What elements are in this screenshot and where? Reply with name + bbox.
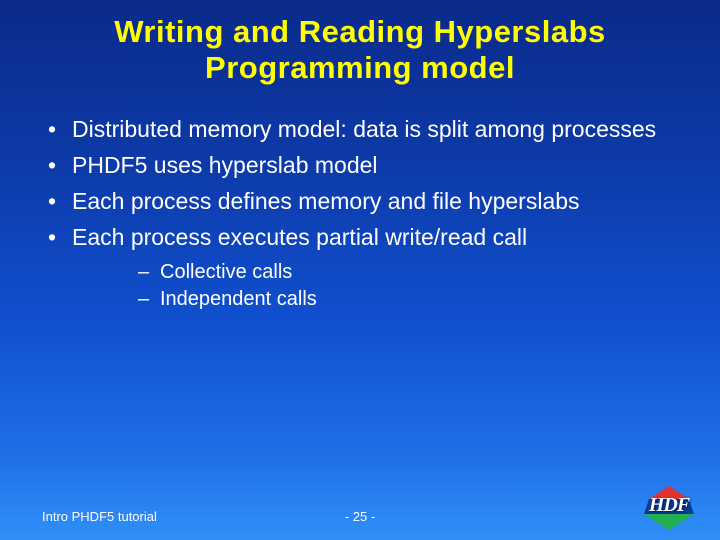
bullet-item: • Distributed memory model: data is spli… xyxy=(48,115,690,145)
sub-bullet-text: Independent calls xyxy=(160,286,317,313)
bullet-text: Each process defines memory and file hyp… xyxy=(72,187,690,217)
bullet-dot-icon: • xyxy=(48,223,72,253)
slide-footer: Intro PHDF5 tutorial - 25 - xyxy=(0,509,720,524)
dash-icon: – xyxy=(138,259,160,286)
dash-icon: – xyxy=(138,286,160,313)
bullet-item: • PHDF5 uses hyperslab model xyxy=(48,151,690,181)
bullet-dot-icon: • xyxy=(48,187,72,217)
title-line-1: Writing and Reading Hyperslabs xyxy=(114,14,606,49)
sub-bullet-item: – Collective calls xyxy=(138,259,690,286)
sub-bullet-text: Collective calls xyxy=(160,259,292,286)
bullet-list: • Distributed memory model: data is spli… xyxy=(0,115,720,313)
bullet-text: Each process executes partial write/read… xyxy=(72,223,690,253)
hdf-logo: HDF xyxy=(636,486,702,530)
bullet-dot-icon: • xyxy=(48,115,72,145)
slide-title: Writing and Reading Hyperslabs Programmi… xyxy=(0,0,720,85)
bullet-text: Distributed memory model: data is split … xyxy=(72,115,690,145)
footer-left-text: Intro PHDF5 tutorial xyxy=(0,509,157,524)
sub-bullet-list: – Collective calls – Independent calls xyxy=(48,259,690,313)
footer-page-number: - 25 - xyxy=(345,509,375,524)
bullet-item: • Each process defines memory and file h… xyxy=(48,187,690,217)
logo-text: HDF xyxy=(636,494,702,517)
bullet-dot-icon: • xyxy=(48,151,72,181)
bullet-text: PHDF5 uses hyperslab model xyxy=(72,151,690,181)
bullet-item: • Each process executes partial write/re… xyxy=(48,223,690,253)
sub-bullet-item: – Independent calls xyxy=(138,286,690,313)
title-line-2: Programming model xyxy=(205,50,515,85)
